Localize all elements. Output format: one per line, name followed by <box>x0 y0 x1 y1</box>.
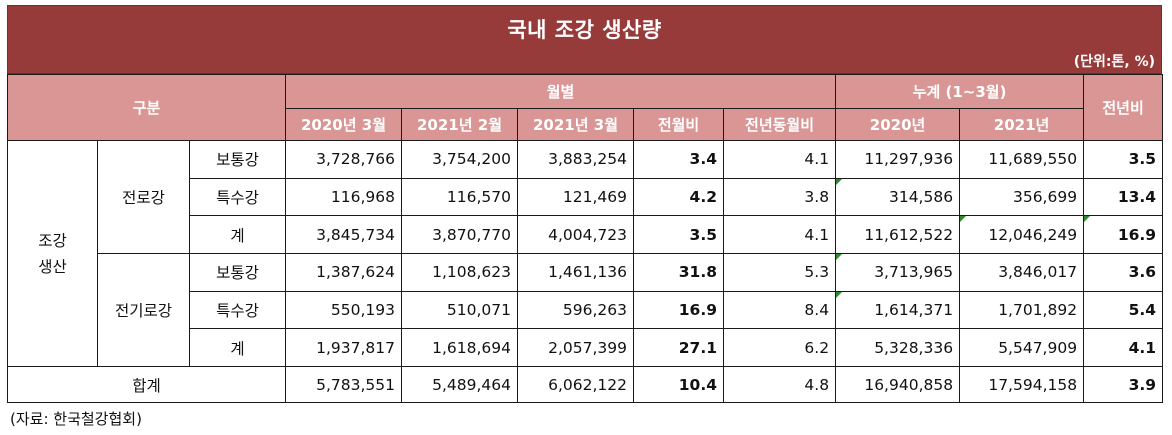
cell: 3.6 <box>1083 253 1164 292</box>
cell: 3,845,734 <box>285 215 403 255</box>
row-label: 보통강 <box>188 140 287 179</box>
cell: 1,701,892 <box>959 290 1085 330</box>
cell: 6,062,122 <box>517 366 635 404</box>
row-label: 계 <box>188 328 287 368</box>
cell: 27.1 <box>633 328 725 368</box>
cell: 3.8 <box>723 177 837 217</box>
row-label: 계 <box>188 215 287 255</box>
table-title: 국내 조강 생산량 <box>507 18 662 42</box>
cell: 12,046,249 <box>959 215 1085 255</box>
header-monthly: 월별 <box>285 74 837 109</box>
cell: 4.8 <box>723 366 837 404</box>
cell: 3.9 <box>1083 366 1164 404</box>
header-col: 전월비 <box>633 108 725 141</box>
cell: 3,883,254 <box>517 140 635 179</box>
cell: 31.8 <box>633 253 725 292</box>
cell: 4.1 <box>723 140 837 179</box>
cell: 4.2 <box>633 177 725 217</box>
cell: 1,461,136 <box>517 253 635 292</box>
source-note: (자료: 한국철강협회) <box>10 410 142 428</box>
table-row: 특수강 116,968 116,570 121,469 4.2 3.8 314,… <box>8 177 1164 217</box>
table-row: 조강 생산 전로강 보통강 3,728,766 3,754,200 3,883,… <box>7 139 1164 368</box>
cell: 3,754,200 <box>401 140 519 179</box>
row-label: 특수강 <box>188 290 287 330</box>
cell: 121,469 <box>517 177 635 217</box>
cell: 510,071 <box>401 290 519 330</box>
table-row: 계 3,845,734 3,870,770 4,004,723 3.5 4.1 … <box>8 215 1164 255</box>
header-yoy: 전년비 <box>1083 74 1164 141</box>
cell: 1,618,694 <box>401 328 519 368</box>
cell: 16.9 <box>1083 215 1164 255</box>
row-label: 특수강 <box>188 177 287 217</box>
total-row: 합계 5,783,551 5,489,464 6,062,122 10.4 4.… <box>6 366 1164 404</box>
header-col: 전년동월비 <box>723 108 837 141</box>
cell: 17,594,158 <box>959 366 1085 404</box>
cell: 1,387,624 <box>285 253 403 292</box>
cell: 4.1 <box>723 215 837 255</box>
cell: 8.4 <box>723 290 837 330</box>
row-group-text: 조강 생산 <box>38 231 67 276</box>
cell: 4,004,723 <box>517 215 635 255</box>
cell: 3.5 <box>1083 140 1164 179</box>
header-category: 구분 <box>6 74 287 141</box>
row-label: 보통강 <box>188 253 287 292</box>
cell: 2,057,399 <box>517 328 635 368</box>
cell: 5,547,909 <box>959 328 1085 368</box>
cell: 16.9 <box>633 290 725 330</box>
cell: 11,612,522 <box>835 215 961 255</box>
header-row-1: 구분 월별 누계 (1~3월) 전년비 <box>6 74 1164 141</box>
cell: 6.2 <box>723 328 837 368</box>
header-col: 2020년 <box>835 108 961 141</box>
header-col: 2020년 3월 <box>285 108 403 141</box>
cell: 5,328,336 <box>835 328 961 368</box>
cell: 5.4 <box>1083 290 1164 330</box>
header-col: 2021년 2월 <box>401 108 519 141</box>
header-cumulative: 누계 (1~3월) <box>835 74 1085 109</box>
cell: 3.5 <box>633 215 725 255</box>
row-group-label: 조강 생산 <box>7 139 98 368</box>
cell: 116,570 <box>401 177 519 217</box>
cell: 1,108,623 <box>401 253 519 292</box>
cell: 16,940,858 <box>835 366 961 404</box>
cell: 550,193 <box>285 290 403 330</box>
cell: 3.4 <box>633 140 725 179</box>
header-row-2: 2020년 3월 2021년 2월 2021년 3월 전월비 전년동월비 202… <box>8 108 1163 141</box>
cell: 5,489,464 <box>401 366 519 404</box>
cell: 4.1 <box>1083 328 1164 368</box>
cell: 11,689,550 <box>959 140 1085 179</box>
cell: 3,728,766 <box>285 140 403 179</box>
cell: 596,263 <box>517 290 635 330</box>
unit-label: (단위:톤, %) <box>1073 54 1155 70</box>
total-label: 합계 <box>6 366 287 404</box>
cell: 11,297,936 <box>835 140 961 179</box>
cell: 3,846,017 <box>959 253 1085 292</box>
cell: 13.4 <box>1083 177 1164 217</box>
header-col: 2021년 <box>959 108 1085 141</box>
cell: 356,699 <box>959 177 1085 217</box>
cell: 1,614,371 <box>835 290 961 330</box>
table-frame: 국내 조강 생산량 (단위:톤, %) 구분 월별 누계 (1~3월) 전년비 … <box>6 5 1164 404</box>
cell: 5.3 <box>723 253 837 292</box>
section-label: 전기로강 <box>97 253 190 368</box>
table-row: 특수강 550,193 510,071 596,263 16.9 8.4 1,6… <box>8 290 1164 330</box>
cell: 314,586 <box>835 177 961 217</box>
section-label: 전로강 <box>97 139 190 255</box>
cell: 3,713,965 <box>835 253 961 292</box>
title-bar: 국내 조강 생산량 (단위:톤, %) <box>7 5 1162 74</box>
header-col: 2021년 3월 <box>517 108 635 141</box>
table-row: 계 1,937,817 1,618,694 2,057,399 27.1 6.2… <box>8 328 1164 368</box>
production-table: 구분 월별 누계 (1~3월) 전년비 2020년 3월 2021년 2월 20… <box>6 74 1164 404</box>
cell: 10.4 <box>633 366 725 404</box>
cell: 1,937,817 <box>285 328 403 368</box>
cell: 3,870,770 <box>401 215 519 255</box>
cell: 116,968 <box>285 177 403 217</box>
table-row: 전기로강 보통강 1,387,624 1,108,623 1,461,136 3… <box>8 253 1164 368</box>
cell: 5,783,551 <box>285 366 403 404</box>
